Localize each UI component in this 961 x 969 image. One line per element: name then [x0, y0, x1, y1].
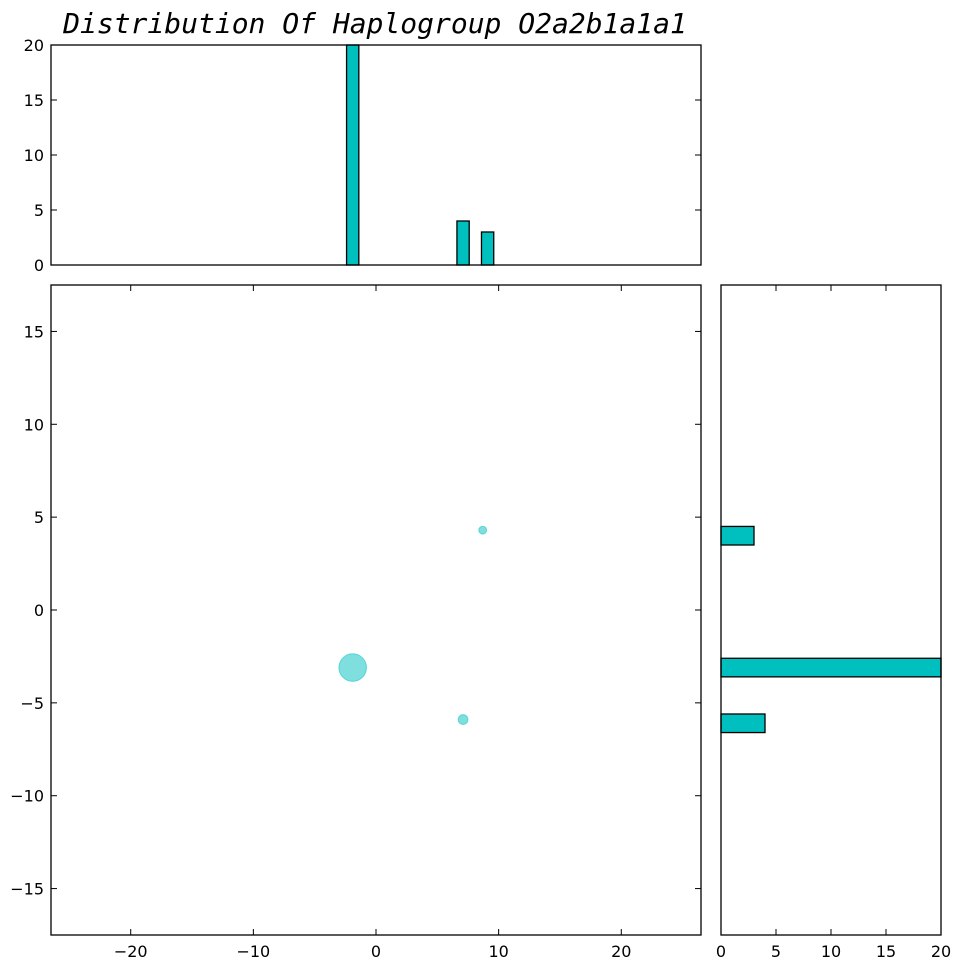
- y-tick-label: 15: [24, 91, 44, 110]
- histogram-bar: [456, 220, 470, 266]
- x-tick-label: 20: [931, 942, 951, 961]
- x-tick-label: 15: [876, 942, 896, 961]
- y-tick-label: 5: [34, 201, 44, 220]
- y-tick-label: 10: [24, 415, 44, 434]
- axes-frame: [50, 284, 702, 936]
- histogram-bar: [720, 713, 766, 734]
- y-tick-label: 10: [24, 146, 44, 165]
- y-tick-label: 20: [24, 36, 44, 55]
- x-tick-label: 20: [611, 942, 631, 961]
- x-tick-label: 5: [771, 942, 781, 961]
- scatter-point: [457, 714, 469, 725]
- y-tick-label: 0: [34, 601, 44, 620]
- y-tick-label: −15: [10, 880, 44, 899]
- right-histogram-panel: 0 5 10 15 20: [716, 284, 951, 961]
- histogram-bar: [720, 525, 755, 546]
- top-histogram-panel: 0 5 10 15 20: [24, 36, 702, 275]
- x-tick-label: 0: [371, 942, 381, 961]
- axes-frame: [50, 44, 702, 266]
- x-tick-label: −20: [114, 942, 148, 961]
- y-tick-label: 0: [34, 256, 44, 275]
- main-scatter-panel: −20 −10 0 10 20 −15 −10 −5 0 5 10 15: [10, 284, 702, 961]
- histogram-bar: [720, 657, 942, 678]
- y-tick-label: −5: [20, 694, 44, 713]
- x-tick-label: 0: [716, 942, 726, 961]
- axes-frame: [720, 284, 942, 936]
- y-tick-label: 5: [34, 508, 44, 527]
- scatter-point: [338, 653, 367, 682]
- histogram-bar: [480, 231, 495, 266]
- x-tick-label: 10: [821, 942, 841, 961]
- histogram-bar: [345, 44, 360, 266]
- y-tick-label: 15: [24, 322, 44, 341]
- x-tick-label: −10: [236, 942, 270, 961]
- y-tick-label: −10: [10, 787, 44, 806]
- x-tick-label: 10: [488, 942, 508, 961]
- chart-title: Distribution Of Haplogroup O2a2b1a1a1: [62, 7, 687, 40]
- scatter-point: [478, 525, 488, 535]
